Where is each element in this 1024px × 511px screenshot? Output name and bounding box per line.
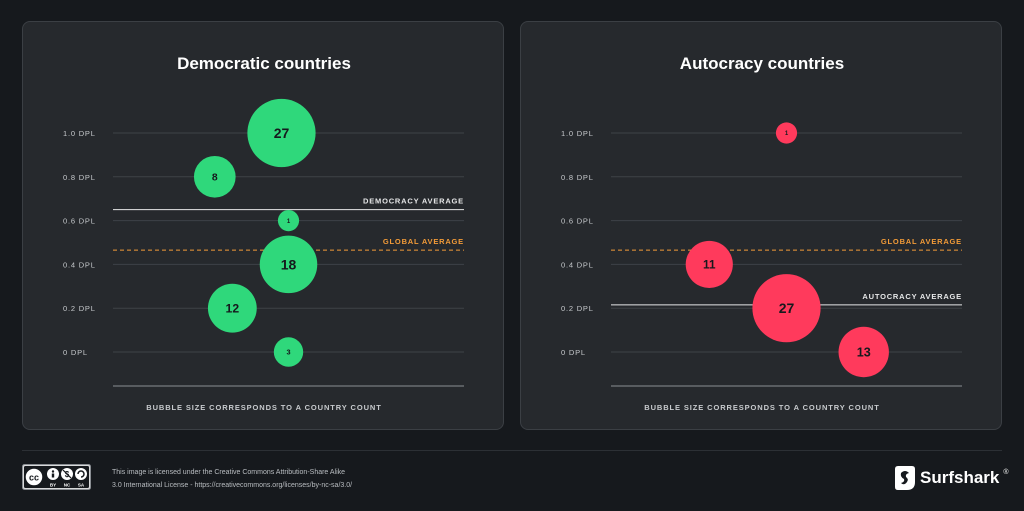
democratic-chart-title: Democratic countries <box>177 54 351 73</box>
license-text: This image is licensed under the Creativ… <box>112 466 472 492</box>
democratic-chart-panel: Democratic countries 1.0 DPL 0.8 DPL 0.6 D… <box>22 21 504 430</box>
democratic-bubble-label: 1 <box>287 219 291 225</box>
autocracy-bubble-chart: Autocracy countries 1.0 DPL 0.8 DPL 0.6 DP… <box>561 54 962 412</box>
democratic-y-tick-label: 1.0 DPL <box>63 129 96 138</box>
autocracy-chart-panel: Autocracy countries 1.0 DPL 0.8 DPL 0.6 DP… <box>520 21 1002 430</box>
footer-divider <box>22 450 1002 451</box>
autocracy-caption: BUBBLE SIZE CORRESPONDS TO A COUNTRY COU… <box>644 403 879 412</box>
creative-commons-by-nc-sa-icon: cc $ BY NC SA <box>22 464 91 490</box>
autocracy-bubble-label: 13 <box>857 346 871 360</box>
autocracy-y-ticks: 1.0 DPL 0.8 DPL 0.6 DPL 0.4 DPL 0.2 DPL 0 DPL <box>561 129 594 357</box>
democratic-bubble <box>207 283 257 333</box>
autocracy-global-average-label: GLOBAL AVERAGE <box>881 237 962 246</box>
autocracy-bubble <box>752 274 821 343</box>
autocracy-y-tick-label: 1.0 DPL <box>561 129 594 138</box>
autocracy-y-tick-label: 0.2 DPL <box>561 304 594 313</box>
cc-badge-by: BY <box>50 483 56 488</box>
autocracy-bubble <box>775 122 798 144</box>
democratic-bubble <box>259 235 318 294</box>
democratic-y-tick-label: 0 DPL <box>63 348 88 357</box>
democratic-bubbles: 27 8 1 18 12 3 <box>193 98 318 367</box>
autocracy-bubble <box>838 326 889 378</box>
democratic-bubble-chart: Democratic countries 1.0 DPL 0.8 DPL 0.6 D… <box>63 54 464 412</box>
democratic-bubble <box>277 210 300 232</box>
cc-badge-cc: cc <box>29 473 39 483</box>
autocracy-autocracy-average-label: AUTOCRACY AVERAGE <box>862 292 962 301</box>
license-line-1: This image is licensed under the Creativ… <box>112 469 346 476</box>
democratic-democracy-average-label: DEMOCRACY AVERAGE <box>363 197 464 206</box>
autocracy-y-tick-label: 0.4 DPL <box>561 260 594 269</box>
democratic-bubble <box>247 98 316 168</box>
democratic-global-average-label: GLOBAL AVERAGE <box>383 237 464 246</box>
autocracy-bubble-label: 1 <box>785 131 789 137</box>
democratic-y-ticks: 1.0 DPL 0.8 DPL 0.6 DPL 0.4 DPL 0.2 DPL 0 DPL <box>63 129 96 357</box>
democratic-bubble-label: 3 <box>286 348 290 357</box>
autocracy-y-tick-label: 0.8 DPL <box>561 173 594 182</box>
autocracy-bubble <box>685 240 733 288</box>
autocracy-bubble-label: 11 <box>703 259 716 272</box>
democratic-caption: BUBBLE SIZE CORRESPONDS TO A COUNTRY COU… <box>146 403 381 412</box>
democratic-bubble-label: 12 <box>226 302 240 316</box>
brand-registered-mark: ® <box>1003 469 1009 476</box>
autocracy-chart-title: Autocracy countries <box>680 54 844 73</box>
brand-name: Surfshark <box>920 468 1000 487</box>
democratic-bubble-label: 8 <box>212 173 218 184</box>
license-line-2: 3.0 International License - https://crea… <box>112 482 353 489</box>
democratic-y-tick-label: 0.8 DPL <box>63 173 96 182</box>
democratic-bubble <box>273 337 304 367</box>
democratic-y-tick-label: 0.6 DPL <box>63 217 96 226</box>
autocracy-y-tick-label: 0 DPL <box>561 348 586 357</box>
brand-logo: Surfshark ® <box>894 465 1009 491</box>
democratic-bubble <box>193 155 236 198</box>
cc-badge-nc: NC <box>64 483 71 488</box>
surfshark-logo-icon <box>895 466 915 490</box>
autocracy-y-tick-label: 0.6 DPL <box>561 217 594 226</box>
democratic-y-tick-label: 0.2 DPL <box>63 304 96 313</box>
autocracy-bubble-label: 27 <box>779 300 795 316</box>
cc-badge-sa: SA <box>78 483 85 488</box>
democratic-bubble-label: 27 <box>274 125 290 141</box>
democratic-y-tick-label: 0.4 DPL <box>63 260 96 269</box>
democratic-bubble-label: 18 <box>281 256 297 272</box>
